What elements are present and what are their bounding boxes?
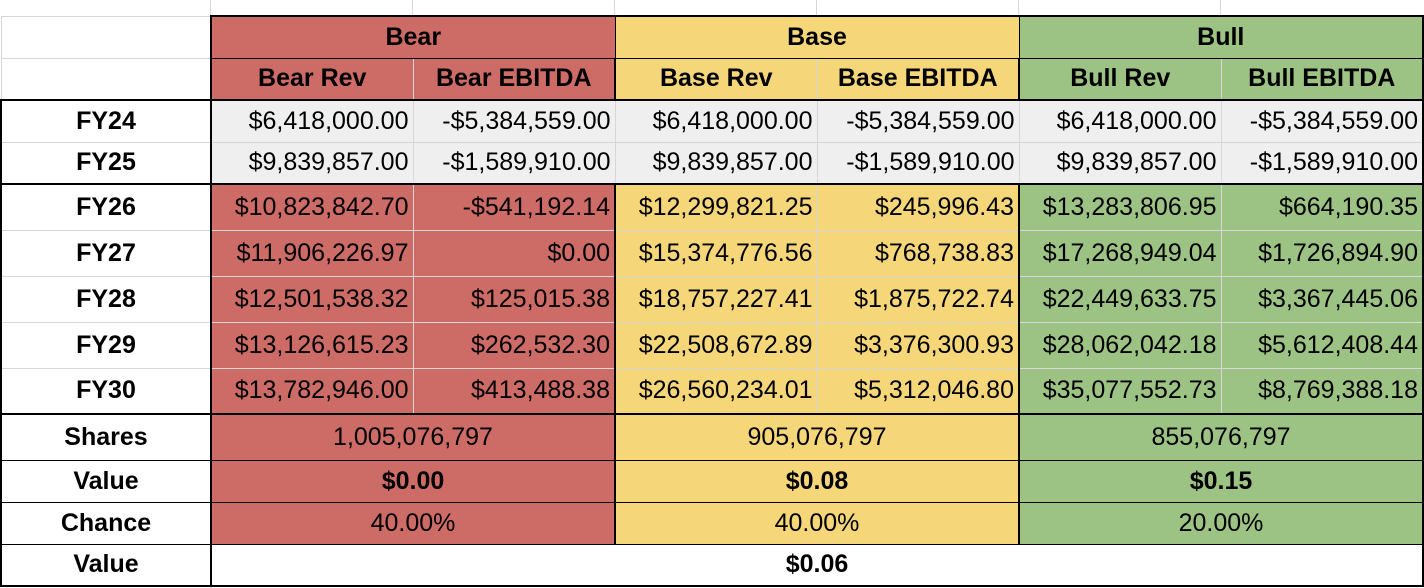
cell[interactable]: -$5,384,559.00 (816, 99, 1020, 143)
expected-value-row: Value $0.06 (0, 543, 1424, 587)
cell[interactable]: $664,190.35 (1220, 183, 1424, 231)
cell[interactable]: $0.00 (412, 229, 616, 277)
cell[interactable]: -$1,589,910.00 (1220, 141, 1424, 185)
cell[interactable]: $5,612,408.44 (1220, 321, 1424, 369)
cell[interactable]: $28,062,042.18 (1018, 321, 1222, 369)
cell[interactable]: $6,418,000.00 (210, 99, 414, 143)
cell[interactable]: $11,906,226.97 (210, 229, 414, 277)
base-shares[interactable]: 905,076,797 (614, 413, 1020, 461)
value-label[interactable]: Value (0, 459, 212, 503)
base-header[interactable]: Base (614, 15, 1020, 59)
cell[interactable]: $9,839,857.00 (614, 141, 818, 185)
row-label-fy29[interactable]: FY29 (0, 321, 212, 369)
base-chance[interactable]: 40.00% (614, 501, 1020, 545)
corner-cell[interactable] (0, 15, 212, 59)
col-header-base-ebitda[interactable]: Base EBITDA (816, 57, 1020, 101)
cell[interactable]: $3,376,300.93 (816, 321, 1020, 369)
bull-chance[interactable]: 20.00% (1018, 501, 1424, 545)
cell[interactable]: $26,560,234.01 (614, 367, 818, 415)
chance-label[interactable]: Chance (0, 501, 212, 545)
cell[interactable]: $3,367,445.06 (1220, 275, 1424, 323)
value-row: Value $0.00 $0.08 $0.15 (0, 459, 1424, 503)
cell[interactable]: $125,015.38 (412, 275, 616, 323)
bear-chance[interactable]: 40.00% (210, 501, 616, 545)
row-label-fy26[interactable]: FY26 (0, 183, 212, 231)
cell[interactable]: $768,738.83 (816, 229, 1020, 277)
col-header-bull-rev[interactable]: Bull Rev (1018, 57, 1222, 101)
table-row: FY28 $12,501,538.32 $125,015.38 $18,757,… (0, 275, 1424, 323)
expected-value-label[interactable]: Value (0, 543, 212, 587)
cell[interactable]: $6,418,000.00 (1018, 99, 1222, 143)
cell[interactable]: $15,374,776.56 (614, 229, 818, 277)
cell[interactable]: $10,823,842.70 (210, 183, 414, 231)
bull-header[interactable]: Bull (1018, 15, 1424, 59)
cell[interactable]: $6,418,000.00 (614, 99, 818, 143)
col-header-base-rev[interactable]: Base Rev (614, 57, 818, 101)
col-header-bull-ebitda[interactable]: Bull EBITDA (1220, 57, 1424, 101)
cell[interactable]: $413,488.38 (412, 367, 616, 415)
cell[interactable]: $5,312,046.80 (816, 367, 1020, 415)
col-header-bear-ebitda[interactable]: Bear EBITDA (412, 57, 616, 101)
cell[interactable]: $8,769,388.18 (1220, 367, 1424, 415)
table-row: FY24 $6,418,000.00 -$5,384,559.00 $6,418… (0, 99, 1424, 143)
bull-value[interactable]: $0.15 (1018, 459, 1424, 503)
expected-value[interactable]: $0.06 (210, 543, 1424, 587)
scenario-table: Bear Base Bull Bear Rev Bear EBITDA Base… (0, 15, 1424, 587)
cell[interactable]: $9,839,857.00 (210, 141, 414, 185)
corner-cell-2[interactable] (0, 57, 212, 101)
row-label-fy25[interactable]: FY25 (0, 141, 212, 185)
base-value[interactable]: $0.08 (614, 459, 1020, 503)
col-header-bear-rev[interactable]: Bear Rev (210, 57, 414, 101)
cell[interactable]: $12,501,538.32 (210, 275, 414, 323)
cell[interactable]: $9,839,857.00 (1018, 141, 1222, 185)
cell[interactable]: $13,283,806.95 (1018, 183, 1222, 231)
cell[interactable]: $13,126,615.23 (210, 321, 414, 369)
shares-row: Shares 1,005,076,797 905,076,797 855,076… (0, 413, 1424, 461)
shares-label[interactable]: Shares (0, 413, 212, 461)
bear-header[interactable]: Bear (210, 15, 616, 59)
row-label-fy30[interactable]: FY30 (0, 367, 212, 415)
cell[interactable]: $1,875,722.74 (816, 275, 1020, 323)
table-row: FY26 $10,823,842.70 -$541,192.14 $12,299… (0, 183, 1424, 231)
cell[interactable]: -$5,384,559.00 (1220, 99, 1424, 143)
cell[interactable]: $1,726,894.90 (1220, 229, 1424, 277)
bear-value[interactable]: $0.00 (210, 459, 616, 503)
bear-shares[interactable]: 1,005,076,797 (210, 413, 616, 461)
cell[interactable]: $13,782,946.00 (210, 367, 414, 415)
cell[interactable]: $35,077,552.73 (1018, 367, 1222, 415)
table-row: FY30 $13,782,946.00 $413,488.38 $26,560,… (0, 367, 1424, 415)
row-label-fy28[interactable]: FY28 (0, 275, 212, 323)
cell[interactable]: $18,757,227.41 (614, 275, 818, 323)
table-row: FY25 $9,839,857.00 -$1,589,910.00 $9,839… (0, 141, 1424, 185)
cell[interactable]: $245,996.43 (816, 183, 1020, 231)
cell[interactable]: $12,299,821.25 (614, 183, 818, 231)
cell[interactable]: -$5,384,559.00 (412, 99, 616, 143)
table-row: FY27 $11,906,226.97 $0.00 $15,374,776.56… (0, 229, 1424, 277)
row-label-fy27[interactable]: FY27 (0, 229, 212, 277)
cell[interactable]: $22,449,633.75 (1018, 275, 1222, 323)
table-row: FY29 $13,126,615.23 $262,532.30 $22,508,… (0, 321, 1424, 369)
cell[interactable]: -$1,589,910.00 (816, 141, 1020, 185)
cell[interactable]: $262,532.30 (412, 321, 616, 369)
cell[interactable]: -$1,589,910.00 (412, 141, 616, 185)
cell[interactable]: $17,268,949.04 (1018, 229, 1222, 277)
cell[interactable]: -$541,192.14 (412, 183, 616, 231)
cell[interactable]: $22,508,672.89 (614, 321, 818, 369)
chance-row: Chance 40.00% 40.00% 20.00% (0, 501, 1424, 545)
bull-shares[interactable]: 855,076,797 (1018, 413, 1424, 461)
row-label-fy24[interactable]: FY24 (0, 99, 212, 143)
